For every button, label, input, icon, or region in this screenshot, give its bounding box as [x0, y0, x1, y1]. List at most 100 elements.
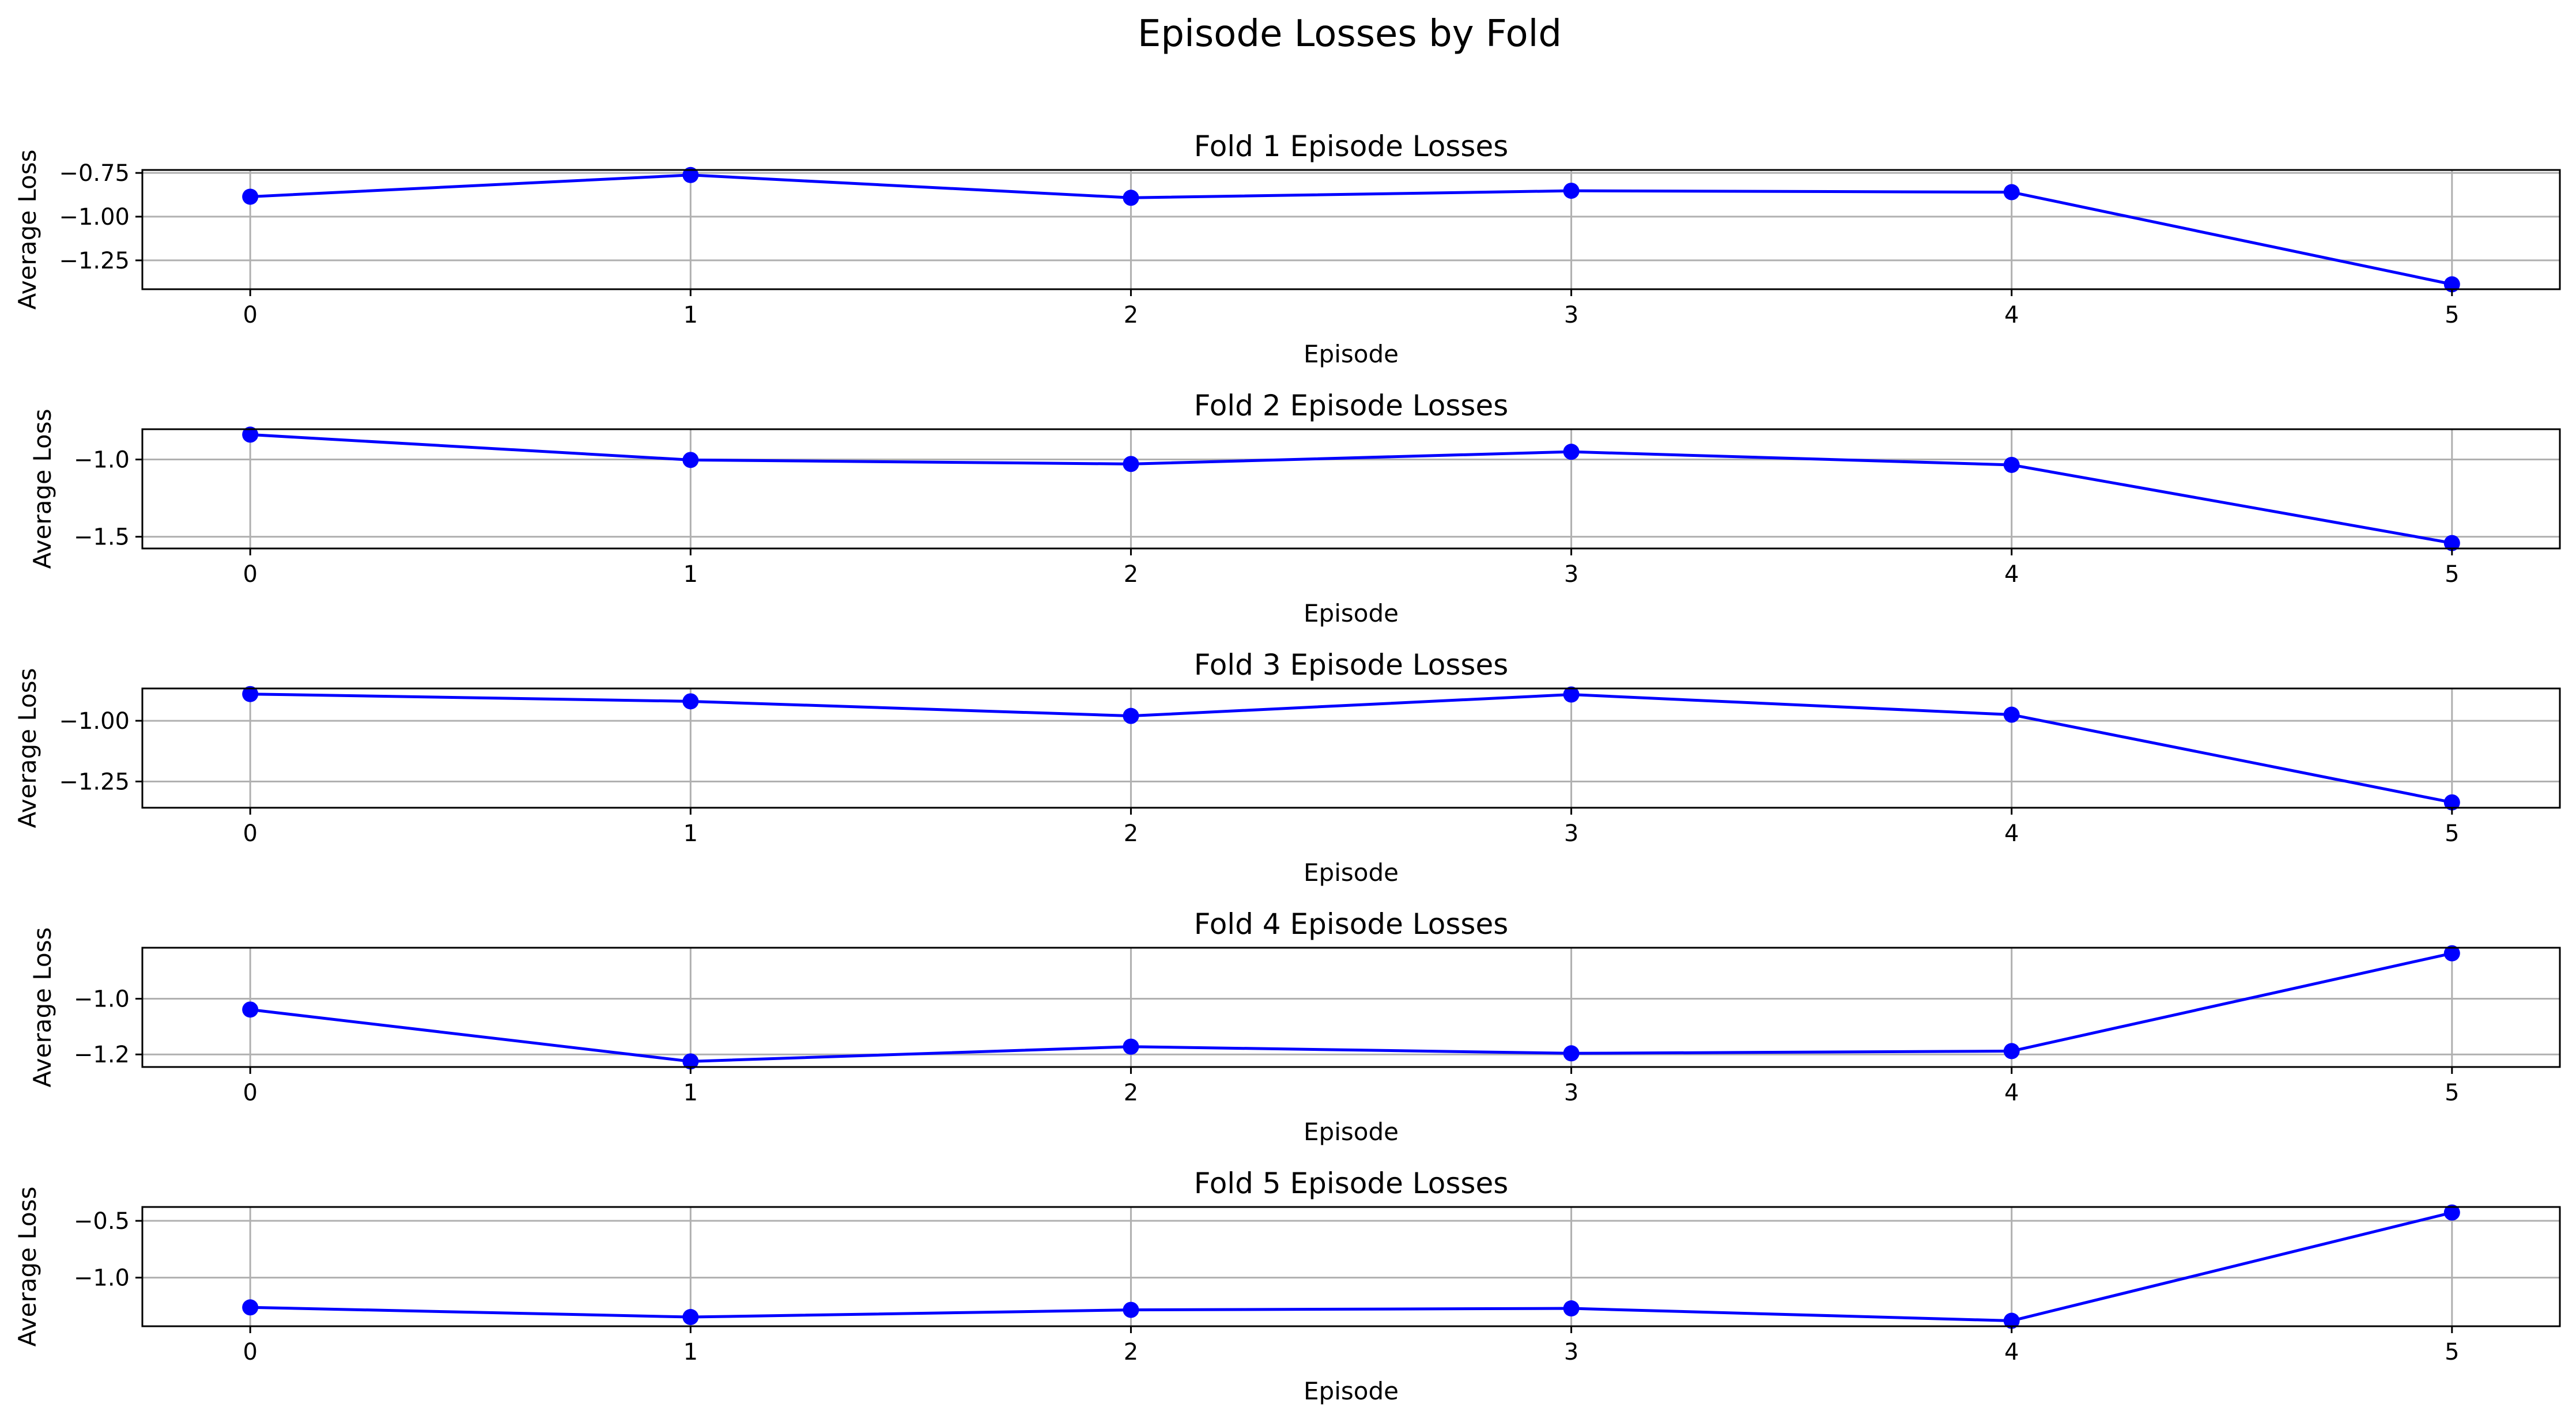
- panel-2-point-2: [1123, 456, 1139, 472]
- panel-5-ytick-label-1: −1.0: [74, 1265, 130, 1292]
- panel-1-ytick-label-0: −0.75: [59, 160, 130, 187]
- panel-2-point-1: [682, 452, 699, 468]
- panel-fold-4: 0 1 2 3 4 5 −1.0 −1.2 Fold 4 Episode Losses Episo…: [28, 907, 2561, 1146]
- panel-1-point-2: [1123, 190, 1139, 206]
- panel-1-point-4: [2003, 184, 2020, 200]
- panel-3-xtick-label-5: 5: [2445, 820, 2459, 847]
- panel-4-xtick-label-0: 0: [243, 1080, 257, 1106]
- panel-3-point-5: [2443, 794, 2460, 811]
- panel-2-ytick-label-1: −1.5: [74, 524, 130, 551]
- panel-5-xtick-label-0: 0: [243, 1339, 257, 1365]
- panel-fold-5: 0 1 2 3 4 5 −0.5 −1.0 Fold 5 Episode Losses Episo…: [13, 1167, 2561, 1405]
- panel-5-ytick-label-0: −0.5: [74, 1208, 130, 1235]
- panel-4-point-3: [1563, 1045, 1580, 1062]
- panel-4-series-line: [250, 952, 2453, 1063]
- panel-5-point-3: [1563, 1300, 1580, 1317]
- panel-5-point-1: [682, 1309, 699, 1326]
- panel-3-point-3: [1563, 686, 1580, 703]
- panel-5-point-0: [242, 1299, 259, 1316]
- panel-3-point-4: [2003, 706, 2020, 723]
- panel-4-xtick-label-2: 2: [1124, 1080, 1138, 1106]
- panel-1-point-1: [682, 167, 699, 183]
- panel-2-xtick-label-2: 2: [1124, 561, 1138, 588]
- panel-4-xtick-label-1: 1: [683, 1080, 698, 1106]
- panel-5-xtick-label-3: 3: [1564, 1339, 1578, 1365]
- panel-5-xtick-label-2: 2: [1124, 1339, 1138, 1365]
- panel-2-point-5: [2443, 535, 2460, 551]
- panel-1-point-3: [1563, 183, 1580, 199]
- panel-1-xtick-label-0: 0: [243, 302, 257, 328]
- figure-title: Episode Losses by Fold: [1138, 13, 1562, 55]
- panel-1-ytick-label-1: −1.00: [59, 204, 130, 230]
- panel-4-xtick-label-3: 3: [1564, 1080, 1578, 1106]
- panel-3-series-line: [250, 693, 2453, 804]
- panel-2-point-3: [1563, 444, 1580, 460]
- panel-3-xtick-label-4: 4: [2004, 820, 2019, 847]
- panel-1-xtick-label-3: 3: [1564, 302, 1578, 328]
- panel-4-xtick-label-4: 4: [2004, 1080, 2019, 1106]
- panel-fold-3: 0 1 2 3 4 5 −1.00 −1.25 Fold 3 Episode Losses Epi…: [13, 648, 2561, 887]
- panel-4-point-1: [682, 1053, 699, 1070]
- panel-4-frame: [141, 947, 2561, 1068]
- panel-3-xlabel: Episode: [1304, 858, 1399, 887]
- panel-2-xtick-label-0: 0: [243, 561, 257, 588]
- panel-3-ytick-label-1: −1.25: [59, 769, 130, 795]
- panel-4-point-2: [1123, 1038, 1139, 1055]
- panel-2-frame: [141, 428, 2561, 550]
- panel-5-xtick-label-1: 1: [683, 1339, 698, 1365]
- panel-1-title: Fold 1 Episode Losses: [1194, 130, 1509, 163]
- panel-4-point-4: [2003, 1043, 2020, 1059]
- panel-4-title: Fold 4 Episode Losses: [1194, 907, 1509, 941]
- panel-fold-1: 0 1 2 3 4 5 −0.75 −1.00 −1.25 Fold 1 Episode Loss…: [13, 130, 2561, 368]
- panel-1-frame: [141, 169, 2561, 290]
- panel-4-point-0: [242, 1001, 259, 1018]
- panel-3-point-1: [682, 693, 699, 710]
- panel-5-xtick-label-5: 5: [2445, 1339, 2459, 1365]
- panel-1-xtick-label-4: 4: [2004, 302, 2019, 328]
- panel-1-ytick-label-2: −1.25: [59, 248, 130, 274]
- panel-4-ytick-label-0: −1.0: [74, 986, 130, 1013]
- panel-2-xtick-label-3: 3: [1564, 561, 1578, 588]
- panel-2-series-line: [250, 433, 2453, 545]
- panel-4-xtick-label-5: 5: [2445, 1080, 2459, 1106]
- panel-3-xtick-label-1: 1: [683, 820, 698, 847]
- panel-1-xlabel: Episode: [1304, 340, 1399, 368]
- panel-5-series-line: [250, 1211, 2453, 1323]
- panel-2-ylabel: Average Loss: [28, 409, 56, 569]
- panel-1-series-line: [250, 173, 2453, 286]
- panel-5-ylabel: Average Loss: [13, 1187, 41, 1347]
- panel-5-frame: [141, 1206, 2561, 1327]
- panel-1-xtick-label-5: 5: [2445, 302, 2459, 328]
- panel-5-point-2: [1123, 1301, 1139, 1318]
- panel-2-xtick-label-5: 5: [2445, 561, 2459, 588]
- panel-3-frame: [141, 687, 2561, 809]
- panel-2-point-4: [2003, 456, 2020, 473]
- panel-4-ylabel: Average Loss: [28, 928, 56, 1088]
- panel-2-xtick-label-4: 4: [2004, 561, 2019, 588]
- panel-5-point-5: [2443, 1204, 2460, 1221]
- panel-2-xtick-label-1: 1: [683, 561, 698, 588]
- panel-2-point-0: [242, 426, 259, 443]
- panel-3-point-2: [1123, 707, 1139, 724]
- panel-3-xtick-label-2: 2: [1124, 820, 1138, 847]
- panel-3-xtick-label-0: 0: [243, 820, 257, 847]
- panel-3-ytick-label-0: −1.00: [59, 708, 130, 735]
- panel-5-xtick-label-4: 4: [2004, 1339, 2019, 1365]
- panel-5-title: Fold 5 Episode Losses: [1194, 1167, 1509, 1200]
- panel-3-xtick-label-3: 3: [1564, 820, 1578, 847]
- panel-fold-2: 0 1 2 3 4 5 −1.0 −1.5 Fold 2 Episode Losses Episo…: [28, 389, 2561, 627]
- panel-5-xlabel: Episode: [1304, 1377, 1399, 1405]
- panel-4-point-5: [2443, 945, 2460, 962]
- panel-1-point-0: [242, 188, 259, 205]
- panel-3-title: Fold 3 Episode Losses: [1194, 648, 1509, 682]
- panel-4-xlabel: Episode: [1304, 1118, 1399, 1146]
- panel-3-point-0: [242, 686, 259, 702]
- panel-2-ytick-label-0: −1.0: [74, 447, 130, 474]
- panel-2-title: Fold 2 Episode Losses: [1194, 389, 1509, 422]
- panel-3-ylabel: Average Loss: [13, 668, 41, 828]
- panel-1-xtick-label-1: 1: [683, 302, 698, 328]
- panel-5-point-4: [2003, 1312, 2020, 1329]
- panel-2-xlabel: Episode: [1304, 599, 1399, 627]
